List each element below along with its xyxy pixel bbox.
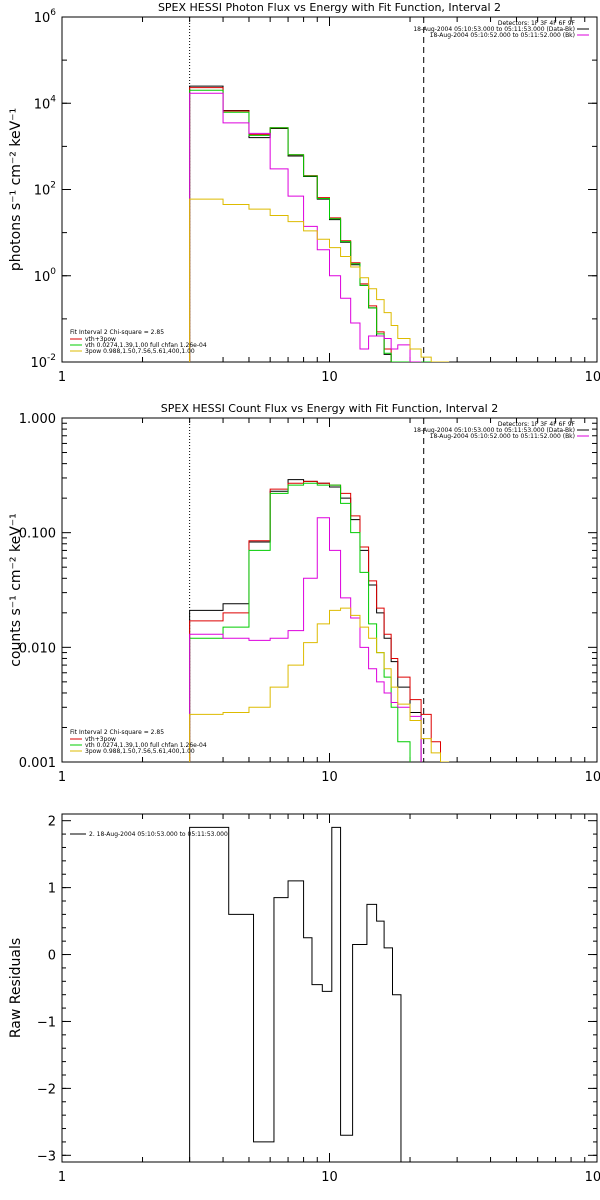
top-legend-entry: 18-Aug-2004 05:10:53.000 to 05:11:53.000…	[413, 26, 575, 33]
series-2-histogram	[189, 89, 432, 362]
fit-legend-header: Fit Interval 2 Chi-square = 2.85	[70, 329, 164, 336]
y-tick-exponent: -2	[47, 353, 56, 363]
x-tick-label: 1	[58, 370, 66, 385]
y-tick-label: 104	[34, 94, 57, 112]
y-tick-label: 10-2	[30, 353, 56, 371]
y-tick-exponent: 0	[50, 267, 56, 277]
series-4-histogram	[189, 198, 450, 362]
y-tick-label: 2	[48, 815, 56, 830]
top-legend-entry: Detectors: 1F 3F 4F 6F 9F	[498, 421, 576, 428]
y-tick-label: 1	[48, 882, 56, 897]
y-tick-label: 0.100	[19, 527, 56, 542]
chart-title: SPEX HESSI Count Flux vs Energy with Fit…	[161, 402, 498, 415]
y-tick-base: 10	[34, 97, 51, 112]
y-axis-label: Raw Residuals	[8, 938, 24, 1038]
fit-legend-entry: vth+3pow	[85, 336, 116, 343]
y-tick-label: 1.000	[19, 412, 56, 427]
x-tick-label: 100	[585, 1170, 600, 1185]
series-4-histogram	[189, 607, 450, 762]
series-0-histogram	[189, 479, 422, 762]
chart-title: SPEX HESSI Photon Flux vs Energy with Fi…	[158, 1, 501, 14]
x-tick-label: 100	[585, 770, 600, 785]
series-2-histogram	[189, 482, 411, 762]
y-tick-label: 100	[34, 267, 57, 285]
series-1-histogram	[189, 480, 442, 762]
x-tick-label: 1	[58, 770, 66, 785]
x-tick-label: 10	[321, 1170, 338, 1185]
top-legend-entry: 18-Aug-2004 05:10:52.000 to 05:11:52.000…	[430, 433, 575, 440]
y-tick-base: 10	[30, 356, 47, 371]
fit-legend-entry: 3pow 0.988,1.50,7.56,5.61,400,1.00	[85, 348, 195, 355]
plot-frame	[61, 813, 598, 1163]
residual-legend-entry: 2. 18-Aug-2004 05:10:53.000 to 05:11:53.…	[89, 831, 228, 838]
y-tick-label: 102	[34, 181, 56, 199]
y-axis-label: photons s⁻¹ cm⁻² keV⁻¹	[8, 108, 24, 271]
series-3-histogram	[189, 92, 422, 362]
y-tick-exponent: 6	[50, 8, 56, 18]
y-axis-label: counts s⁻¹ cm⁻² keV⁻¹	[8, 513, 24, 667]
y-tick-label: −1	[37, 1015, 56, 1030]
y-tick-base: 10	[34, 184, 51, 199]
fit-legend-entry: vth 0.0274,1.39,1.00 full chfan 1.26e-04	[85, 342, 207, 349]
y-tick-label: 106	[34, 8, 57, 26]
y-tick-base: 10	[34, 11, 51, 26]
y-tick-label: 0.010	[19, 641, 56, 656]
y-tick-exponent: 4	[50, 94, 56, 104]
plot-frame	[61, 16, 598, 363]
series-3-histogram	[189, 517, 422, 762]
top-legend-entry: 18-Aug-2004 05:10:53.000 to 05:11:53.000…	[413, 427, 575, 434]
y-tick-exponent: 2	[50, 181, 56, 191]
series-0-histogram	[189, 85, 432, 362]
x-tick-label: 100	[585, 370, 600, 385]
top-legend-entry: Detectors: 1F 3F 4F 6F 9F	[498, 20, 576, 27]
fit-legend-entry: 3pow 0.988,1.50,7.56,5.61,400,1.00	[85, 748, 195, 755]
x-tick-label: 1	[58, 1170, 66, 1185]
y-tick-label: 0.001	[19, 756, 56, 771]
y-tick-label: −3	[37, 1149, 56, 1164]
series-1-histogram	[189, 87, 432, 362]
y-tick-base: 10	[34, 270, 51, 285]
fit-legend-entry: vth+3pow	[85, 736, 116, 743]
y-tick-label: 0	[48, 949, 56, 964]
series-0-histogram	[189, 826, 402, 1162]
x-tick-label: 10	[321, 770, 338, 785]
plot-frame	[61, 417, 598, 763]
y-tick-label: −2	[37, 1082, 56, 1097]
fit-legend-header: Fit Interval 2 Chi-square = 2.85	[70, 729, 164, 736]
x-tick-label: 10	[321, 370, 338, 385]
fit-legend-entry: vth 0.0274,1.39,1.00 full chfan 1.26e-04	[85, 742, 207, 749]
top-legend-entry: 18-Aug-2004 05:10:52.000 to 05:11:52.000…	[430, 32, 575, 39]
